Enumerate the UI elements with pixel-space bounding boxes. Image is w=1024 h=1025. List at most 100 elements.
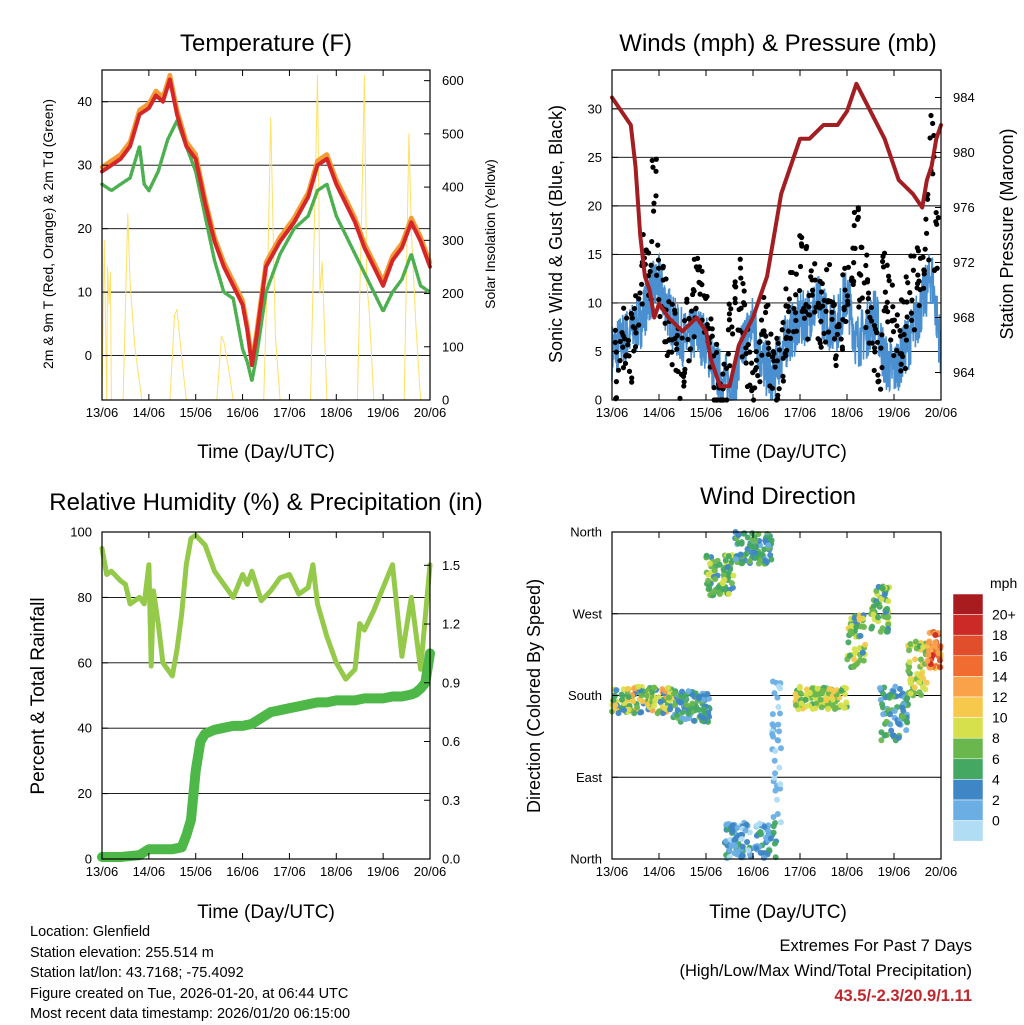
gust-point [699,268,705,274]
y2-tick-label: 0 [442,393,449,408]
direction-point [819,687,826,694]
gust-point [713,349,720,356]
gust-point [765,351,772,358]
gust-point [776,386,782,392]
gust-point [681,383,687,389]
gust-point [931,267,938,273]
direction-point [768,556,775,563]
direction-point [896,685,903,692]
gust-point [838,336,844,342]
gust-point [890,304,896,310]
direction-point [776,764,783,771]
legend-swatch [952,820,984,842]
direction-point [696,706,703,713]
gust-point [732,296,738,302]
y-tick-label: 80 [78,590,92,605]
gust-point [753,364,759,371]
gust-point [909,297,915,303]
direction-point [771,757,778,764]
gust-point [783,353,789,359]
direction-point [722,557,729,564]
direction-point [776,728,783,735]
direction-point [832,705,839,712]
gust-point [675,368,681,375]
direction-point [892,683,899,690]
direction-point [753,845,760,852]
gust-point [890,329,897,335]
gust-point [854,216,861,222]
gust-point [725,351,731,357]
gust-point [725,327,731,333]
x-tick-label: 15/06 [179,864,212,879]
gust-point [902,365,909,372]
direction-point [935,649,942,656]
y-tick-label: 40 [78,94,92,109]
gust-point [762,309,769,316]
gust-point [655,242,661,248]
direction-point [817,696,824,703]
gust-point [863,324,869,331]
gust-point [868,304,875,311]
gust-point [727,363,733,369]
gust-point [774,335,780,341]
gust-point [871,345,878,351]
direction-point [682,716,689,723]
gust-point [669,337,675,343]
direction-point [680,694,687,701]
direction-point [665,694,672,701]
direction-point [889,732,896,739]
y2-tick-label: 980 [953,145,975,160]
gust-point [928,112,934,119]
gust-point [821,330,827,337]
humidity-line [99,532,433,682]
gust-point [819,280,825,287]
direction-point [862,641,869,648]
direction-point [881,591,888,598]
gust-point [770,348,776,355]
wind-direction-frame [611,531,942,860]
direction-point [618,691,625,698]
direction-point [711,567,718,574]
y-tick-label: 20 [78,221,92,236]
y-tick-label: 20 [78,786,92,801]
gust-point [856,271,862,277]
gust-point [770,354,776,360]
gust-point [830,303,836,309]
direction-point [907,641,914,648]
gust-point [823,308,829,314]
gust-point [655,257,662,263]
legend-label: 18 [992,627,1008,643]
legend-swatch [952,737,984,760]
gust-point [839,346,846,353]
legend-swatch [952,779,984,801]
x-tick-label: 14/06 [643,864,676,879]
gust-point [757,339,763,345]
wind-speed-trace [611,252,942,401]
direction-point [652,698,659,705]
gust-point [907,290,913,296]
extremes-title: Extremes For Past 7 Days [779,937,972,955]
direction-point [699,714,706,721]
direction-point [772,770,779,777]
y2-tick-label: 300 [442,233,464,248]
y2-tick-label: 972 [953,255,975,270]
y2-tick-label: 968 [953,310,975,325]
y-tick-label: 10 [588,295,602,310]
direction-point [770,829,777,836]
gust-point [759,352,765,358]
y2-tick-label: 100 [442,339,464,354]
direction-point [809,705,816,712]
y-tick-label: West [573,606,603,621]
gust-point [851,209,858,216]
direction-point [679,688,686,695]
gust-point [653,193,659,199]
legend-swatch [952,758,984,780]
figure-created: Figure created on Tue, 2026-01-20, at 06… [30,985,349,1002]
gust-point [619,330,625,336]
direction-point [635,683,642,690]
direction-point [776,710,783,717]
x-tick-label: 20/06 [414,864,447,879]
y-tick-label: 5 [595,344,602,359]
direction-point [880,711,887,718]
x-tick-label: 20/06 [925,864,958,879]
